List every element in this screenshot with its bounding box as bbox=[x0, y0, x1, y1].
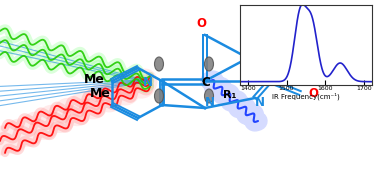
Text: Me: Me bbox=[84, 73, 105, 86]
Text: N: N bbox=[252, 46, 262, 59]
Text: O: O bbox=[196, 17, 206, 30]
Text: C: C bbox=[201, 76, 211, 89]
X-axis label: IR Frequency(cm⁻¹): IR Frequency(cm⁻¹) bbox=[272, 93, 340, 100]
Text: R₁: R₁ bbox=[223, 90, 236, 100]
Ellipse shape bbox=[155, 57, 164, 71]
Text: Me: Me bbox=[90, 87, 111, 100]
Text: H: H bbox=[274, 33, 284, 46]
Text: N: N bbox=[205, 96, 215, 109]
Ellipse shape bbox=[155, 89, 164, 103]
Text: N: N bbox=[143, 76, 153, 89]
Ellipse shape bbox=[204, 89, 214, 103]
Text: N: N bbox=[255, 96, 265, 109]
Ellipse shape bbox=[204, 57, 214, 71]
Text: O: O bbox=[308, 87, 318, 100]
